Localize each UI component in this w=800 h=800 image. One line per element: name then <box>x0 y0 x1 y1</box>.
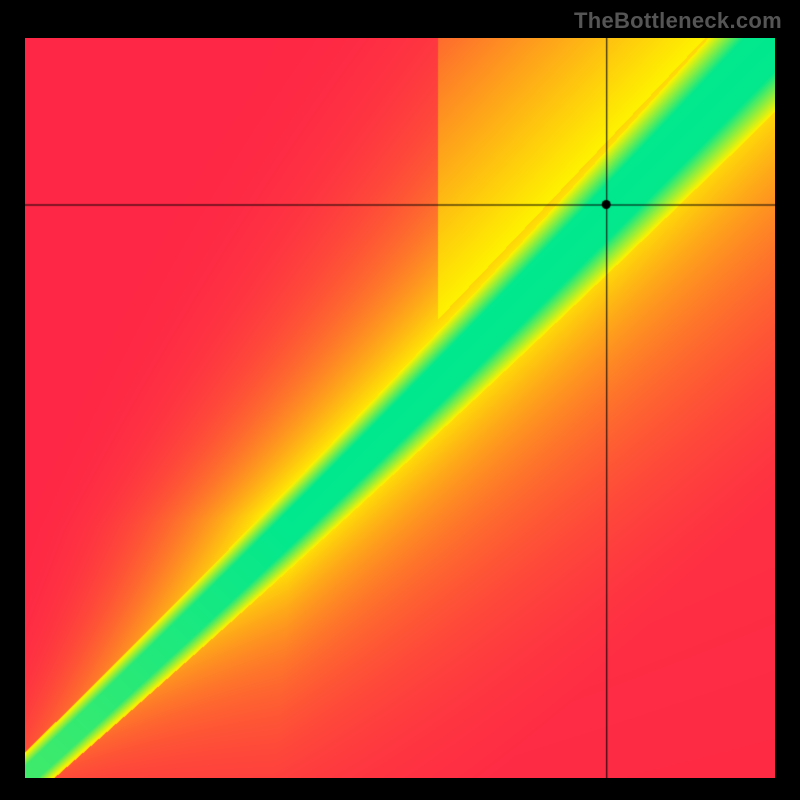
watermark-text: TheBottleneck.com <box>574 8 782 34</box>
heatmap-canvas <box>25 38 775 778</box>
bottleneck-heatmap <box>25 38 775 778</box>
